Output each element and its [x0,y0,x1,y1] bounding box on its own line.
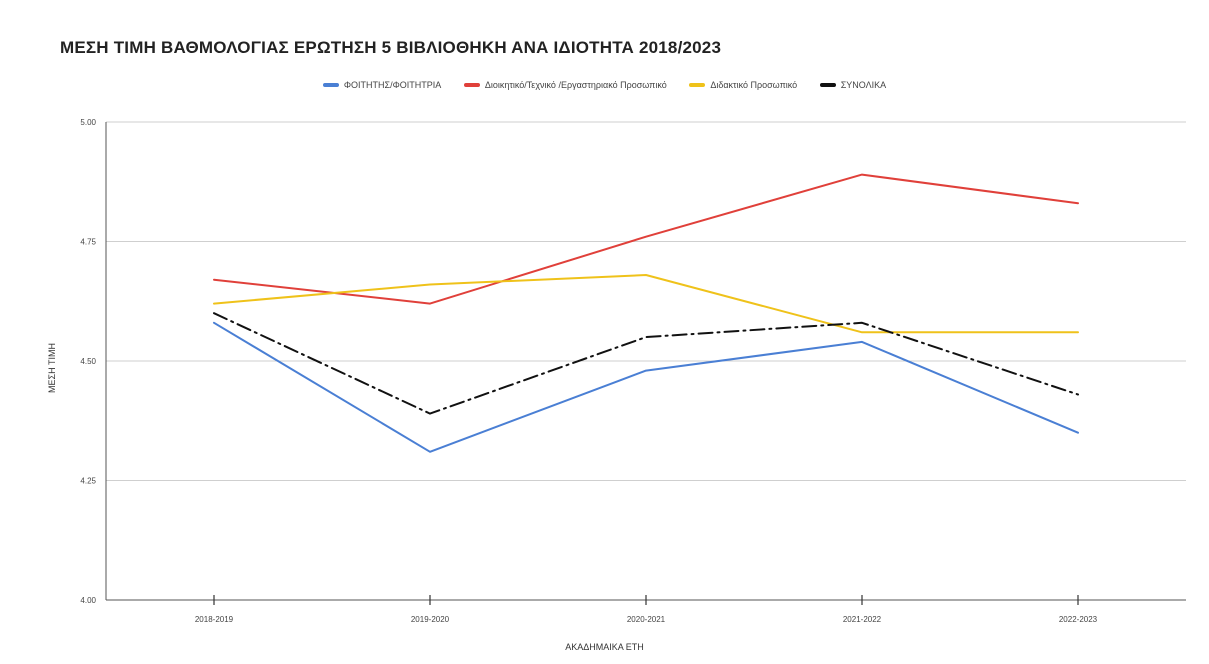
legend-label: ΣΥΝΟΛΙΚΑ [840,79,887,90]
y-tick-label: 4.25 [80,477,96,486]
series-line-3 [213,312,1079,415]
x-tick-label: 2019-2020 [411,615,450,624]
y-tick-label: 5.00 [80,118,96,127]
y-axis-title: ΜΕΣΗ ΤΙΜΗ [47,343,57,393]
y-tick-label: 4.75 [80,238,96,247]
legend-swatch [689,83,706,88]
legend: ΦΟΙΤΗΤΗΣ/ΦΟΙΤΗΤΡΙΑ Διοικητικό/Τεχνικό /Ε… [0,79,1209,90]
y-tick-label: 4.00 [80,596,96,605]
legend-label: ΦΟΙΤΗΤΗΣ/ΦΟΙΤΗΤΡΙΑ [343,79,442,90]
series-line-2 [213,274,1079,334]
chart-title: ΜΕΣΗ ΤΙΜΗ ΒΑΘΜΟΛΟΓΙΑΣ ΕΡΩΤΗΣΗ 5 ΒΙΒΛΙΟΘΗ… [60,38,722,57]
legend-item-total: ΣΥΝΟΛΙΚΑ [819,79,887,90]
series-line-0 [213,321,1079,453]
x-tick-label: 2020-2021 [627,615,666,624]
legend-swatch [463,83,480,88]
x-axis-title: ΑΚΑΔΗΜΑΙΚΑ ΕΤΗ [565,642,644,652]
series-line-1 [213,173,1079,305]
legend-label: Διοικητικό/Τεχνικό /Εργαστηριακό Προσωπι… [484,79,667,90]
legend-item-admin-staff: Διοικητικό/Τεχνικό /Εργαστηριακό Προσωπι… [463,79,667,90]
legend-item-teaching-staff: Διδακτικό Προσωπικό [689,80,797,90]
legend-label: Διδακτικό Προσωπικό [710,79,798,90]
legend-swatch [819,83,836,88]
y-tick-label: 4.50 [80,357,96,366]
x-tick-label: 2018-2019 [195,615,234,624]
x-tick-label: 2022-2023 [1059,615,1098,624]
legend-swatch [322,83,339,88]
x-tick-label: 2021-2022 [843,615,882,624]
legend-item-students: ΦΟΙΤΗΤΗΣ/ΦΟΙΤΗΤΡΙΑ [322,79,442,90]
